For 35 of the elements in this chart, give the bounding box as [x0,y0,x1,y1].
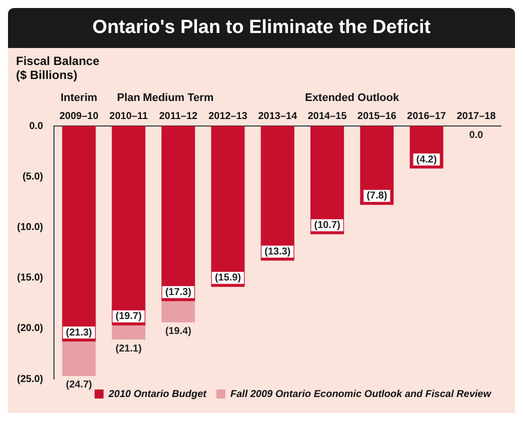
x-tick-label: 2009–10 [59,110,99,122]
chart-title: Ontario's Plan to Eliminate the Deficit [8,8,515,48]
x-tick-label: 2015–16 [357,110,397,122]
y-axis-title: Fiscal Balance ($ Billions) [16,54,100,82]
data-label: (24.7) [66,380,92,391]
data-label: (13.3) [264,246,291,258]
y-tick-label: (25.0) [17,374,44,385]
y-tick-label: (10.0) [17,222,44,233]
data-label: (19.7) [116,311,142,322]
data-label: (4.2) [416,154,437,166]
text: Extended Outlook [304,92,400,104]
x-tick-label: 2017–18 [456,110,496,122]
text: Medium Term [142,92,214,104]
x-tick-label: 2011–12 [159,110,198,122]
legend-label: 2010 Ontario Budget [108,388,208,400]
text: Interim [60,92,98,104]
data-label: (7.8) [366,190,388,202]
x-tick-label: 2013–14 [258,110,298,122]
x-tick-label: 2010–11 [109,110,148,122]
data-label: (21.3) [66,327,92,338]
data-label: (15.9) [214,272,241,284]
data-label: (10.7) [314,220,340,232]
data-label: (21.1) [116,343,142,354]
x-tick-label: 2012–13 [208,110,248,122]
data-label: (17.3) [165,286,192,298]
y-tick-label: (5.0) [22,171,44,182]
y-tick-label: (15.0) [17,272,44,284]
data-label: 0.0 [469,130,484,141]
text: Plan [116,92,140,104]
y-tick-label: 0.0 [29,120,44,132]
y-tick-label: (20.0) [17,323,44,334]
x-tick-label: 2014–15 [308,110,348,122]
data-label: (19.4) [165,326,192,338]
legend-label: Fall 2009 Ontario Economic Outlook and Fiscal Review [230,388,492,400]
x-tick-label: 2016–17 [407,110,446,122]
